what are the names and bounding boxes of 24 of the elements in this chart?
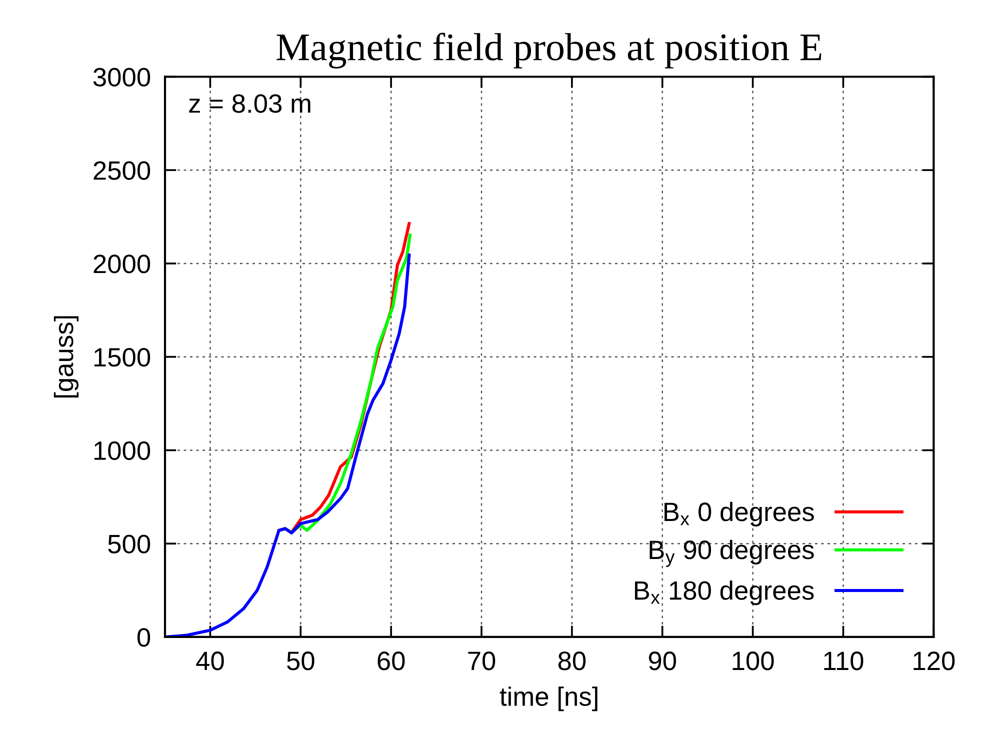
legend-label: B$_{y}$ 90 degrees [650, 540, 814, 568]
y-tick-label: 3000 [93, 68, 150, 87]
x-tick-label: 110 [824, 652, 864, 670]
x-tick-label: 50 [287, 652, 314, 670]
y-tick-label: 500 [108, 534, 150, 554]
x-tick-label: 120 [914, 652, 955, 670]
chart-title: Magnetic field probes at position E [276, 32, 822, 68]
x-tick-label: 90 [648, 652, 676, 670]
y-tick-label: 1000 [94, 441, 150, 460]
legend-label: B$_{x}$ 180 degrees [634, 580, 814, 606]
legend-label: B$_{x}$ 0 degrees [664, 502, 814, 526]
x-tick-label: 70 [468, 652, 496, 670]
y-tick-label: 2500 [94, 161, 150, 180]
annotation: z = 8.03 m [189, 94, 310, 113]
x-tick-label: 100 [732, 652, 774, 670]
x-tick-label: 60 [378, 652, 405, 670]
y-axis-title: [gauss] [54, 316, 79, 398]
y-tick-label: 0 [137, 628, 150, 647]
line-series [164, 254, 411, 637]
x-tick-label: 40 [196, 652, 224, 670]
y-tick-label: 2000 [94, 254, 150, 274]
x-axis-title: time [ns] [500, 686, 598, 712]
y-tick-label: 1500 [94, 348, 150, 367]
x-tick-label: 80 [558, 652, 586, 670]
